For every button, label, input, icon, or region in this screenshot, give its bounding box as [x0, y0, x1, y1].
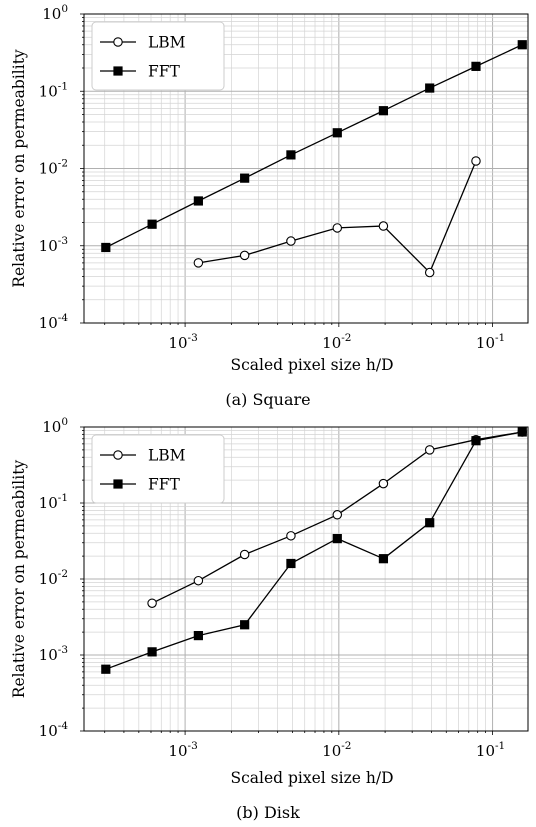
y-tick-label: 10-3 — [39, 644, 68, 664]
y-tick-label: 10-2 — [39, 158, 68, 178]
legend-marker — [113, 66, 123, 76]
data-point — [240, 620, 250, 630]
legend-label: LBM — [148, 34, 186, 52]
data-point — [239, 549, 250, 560]
x-axis-label: Scaled pixel size h/D — [230, 769, 393, 787]
y-tick-label: 10-1 — [39, 80, 68, 100]
data-point — [147, 598, 157, 608]
data-point — [147, 219, 157, 229]
y-axis-label: Relative error on permeability — [10, 49, 28, 288]
data-point — [332, 534, 342, 544]
legend-frame — [91, 434, 225, 504]
y-axis-label: Relative error on permeability — [10, 460, 28, 699]
data-point — [378, 478, 389, 489]
y-tick-label: 10-4 — [39, 312, 69, 332]
y-tick-label: 100 — [42, 3, 68, 23]
legend-marker — [113, 450, 123, 460]
data-point — [193, 196, 203, 206]
plot-frame — [83, 13, 529, 324]
y-tick-label: 10-4 — [39, 720, 69, 740]
data-point — [332, 223, 343, 233]
data-point — [101, 664, 111, 674]
data-point — [471, 156, 481, 166]
data-point — [378, 554, 389, 564]
data-point — [425, 83, 435, 93]
data-point — [378, 106, 389, 116]
data-point — [286, 531, 296, 541]
data-point — [286, 236, 296, 246]
x-tick-label: 10-2 — [322, 740, 351, 760]
figure-caption: (a) Square — [225, 390, 310, 409]
data-point — [378, 221, 389, 231]
data-point — [193, 630, 203, 641]
figure-caption: (b) Disk — [236, 803, 300, 822]
data-point — [517, 427, 527, 437]
chart-panel-1: 10-3 10-2 10-1 10-4 10-3 10-2 10-1 100 Scaled pi… — [10, 3, 529, 409]
data-point — [101, 242, 111, 253]
x-tick-label: 10-1 — [476, 332, 505, 352]
data-point — [193, 575, 204, 586]
data-point — [240, 173, 250, 183]
series-fft — [101, 427, 527, 674]
x-tick-label: 10-2 — [322, 332, 351, 352]
plot-frame — [83, 426, 529, 732]
data-point — [425, 518, 435, 528]
legend-marker — [113, 37, 123, 47]
data-point — [424, 445, 435, 455]
legend-label: LBM — [148, 447, 186, 465]
x-tick-label: 10-3 — [168, 740, 197, 760]
data-point — [193, 258, 204, 268]
legend: LBM FFT — [91, 434, 225, 504]
data-point — [286, 150, 296, 160]
legend-frame — [91, 21, 225, 91]
series-line-fft — [105, 431, 523, 670]
series-line-fft — [105, 44, 523, 249]
legend-label: FFT — [148, 476, 181, 494]
data-point — [517, 40, 527, 50]
x-tick-label: 10-3 — [168, 332, 197, 352]
y-tick-label: 10-3 — [39, 235, 68, 255]
data-point — [332, 128, 342, 138]
series-lbm — [193, 156, 481, 278]
x-tick-label: 10-1 — [476, 740, 505, 760]
chart-panel-2: 10-3 10-2 10-1 10-4 10-3 10-2 10-1 100 Scaled pi… — [10, 416, 529, 822]
data-point — [332, 510, 343, 520]
data-point — [239, 250, 250, 261]
data-point — [424, 267, 435, 278]
y-tick-label: 10-2 — [39, 568, 68, 588]
legend: LBM FFT — [91, 21, 225, 91]
legend-label: FFT — [148, 63, 181, 81]
series-fft — [101, 40, 527, 253]
x-axis-label: Scaled pixel size h/D — [230, 356, 393, 374]
data-point — [471, 436, 481, 446]
legend-marker — [113, 479, 123, 489]
y-tick-label: 10-1 — [39, 492, 68, 512]
data-point — [286, 558, 296, 569]
data-point — [147, 647, 157, 657]
y-tick-label: 100 — [42, 416, 68, 436]
data-point — [471, 61, 481, 71]
